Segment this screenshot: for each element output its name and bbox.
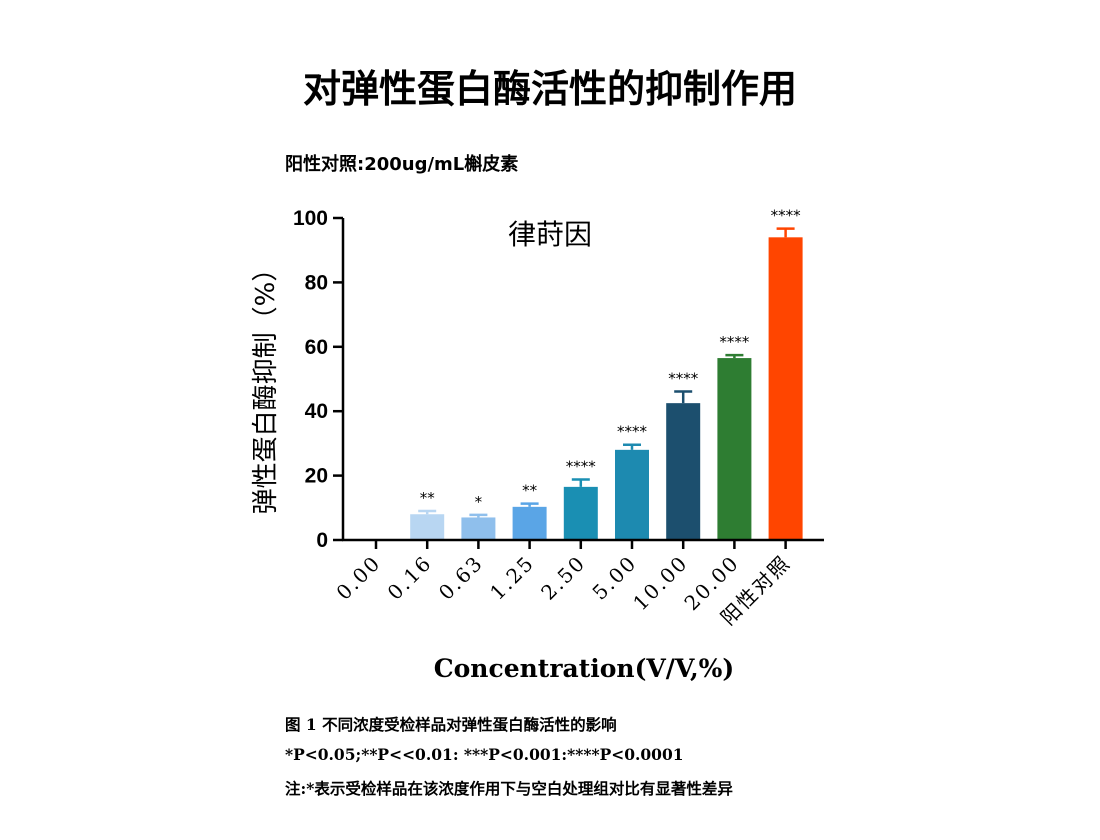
y-tick-label-0: 0 (316, 529, 328, 552)
x-axis-title: Concentration(V/V,%) (434, 654, 735, 683)
significance-label-7: **** (719, 333, 750, 351)
page-title: 对弹性蛋白酶活性的抑制作用 (302, 66, 797, 111)
y-axis-title: 弹性蛋白酶抑制（%） (251, 256, 281, 515)
significance-label-6: **** (668, 370, 699, 388)
bar-7 (717, 358, 752, 540)
x-tick-label-3: 1.25 (485, 551, 539, 605)
significance-label-1: ** (420, 489, 436, 507)
bar-1 (410, 514, 445, 540)
x-tick-label-4: 2.50 (536, 551, 590, 605)
significance-label-4: **** (566, 457, 597, 475)
bar-5 (615, 449, 649, 540)
bar-6 (666, 403, 701, 540)
y-tick-label-4: 80 (305, 271, 328, 294)
y-tick-label-5: 100 (293, 207, 328, 230)
positive-control-note: 阳性对照:200ug/mL槲皮素 (285, 154, 519, 175)
significance-label-3: ** (522, 482, 538, 500)
significance-legend: *P<0.05;**P<<0.01: ***P<0.001:****P<0.00… (285, 745, 684, 764)
significance-label-8: **** (771, 207, 802, 225)
bar-4 (563, 486, 598, 540)
bar-2 (461, 517, 496, 540)
significance-label-2: * (475, 493, 483, 511)
figure-caption: 图 1 不同浓度受检样品对弹性蛋白酶活性的影响 (285, 715, 617, 734)
y-tick-label-3: 60 (305, 336, 328, 359)
x-tick-label-1: 0.16 (383, 551, 437, 605)
x-tick-label-0: 0.00 (331, 551, 385, 605)
x-tick-label-2: 0.63 (434, 551, 488, 605)
footnote: 注:*表示受检样品在该浓度作用下与空白处理组对比有显著性差异 (285, 779, 733, 798)
x-tick-label-6: 10.00 (628, 551, 693, 616)
significance-label-5: **** (617, 423, 648, 441)
y-tick-label-2: 40 (305, 400, 328, 423)
y-tick-label-1: 20 (305, 465, 328, 488)
bar-3 (512, 506, 547, 540)
chart-title: 律莳因 (508, 218, 592, 251)
bar-8 (768, 237, 803, 540)
